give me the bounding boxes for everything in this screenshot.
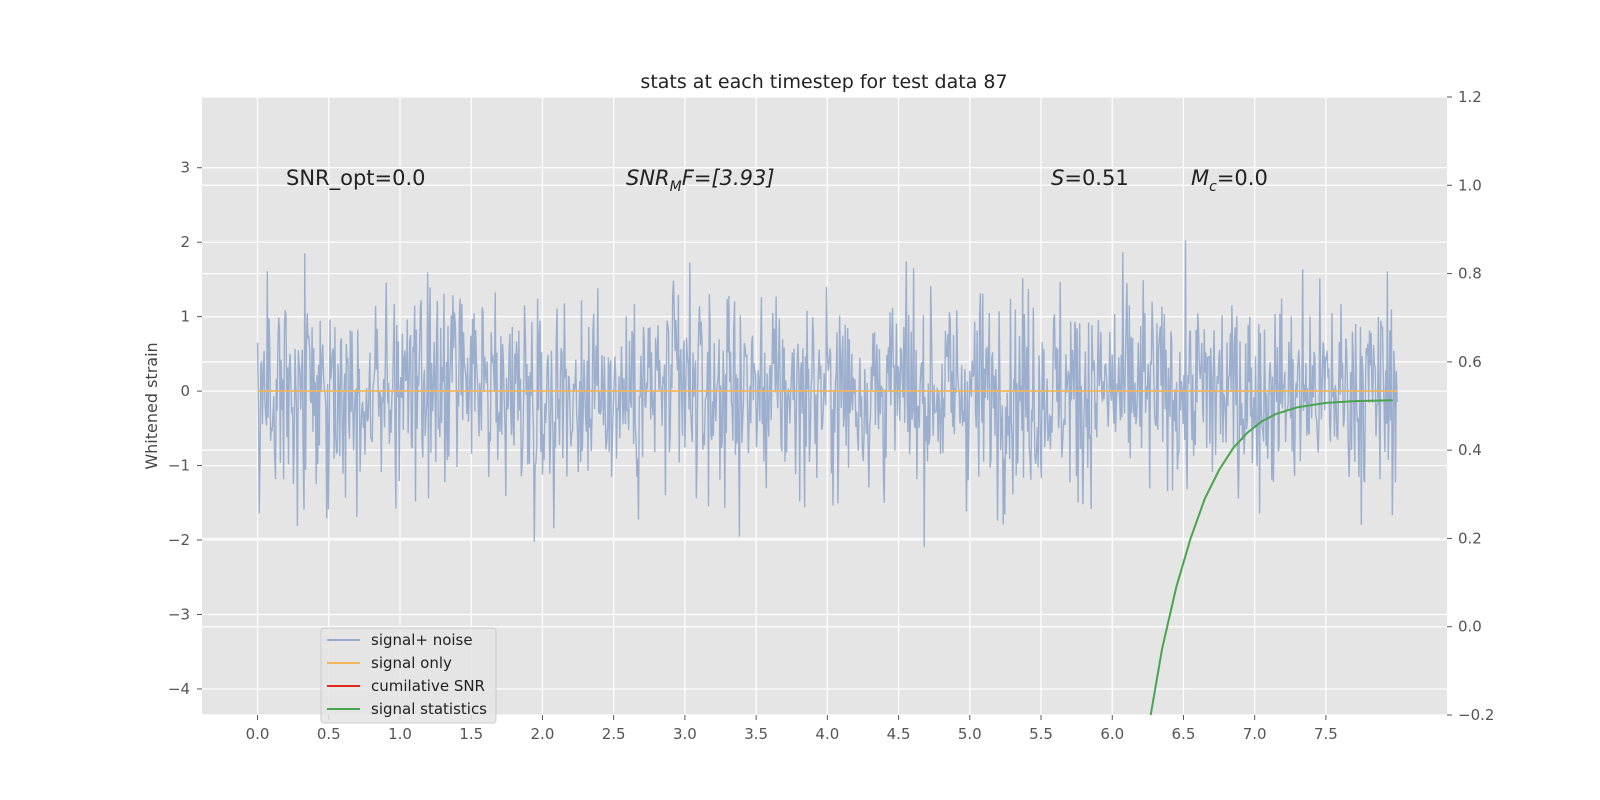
x-tick-label: 1.5 [459,725,483,743]
x-tick-label: 0.5 [317,725,341,743]
legend-label-signal-statistics: signal statistics [371,700,487,718]
y-tick-label: −1 [168,457,190,475]
x-tick-label: 3.0 [673,725,697,743]
x-tick-label: 5.5 [1029,725,1053,743]
legend: signal+ noise signal only cumilative SNR… [320,627,497,724]
chart-title: stats at each timestep for test data 87 [640,71,1007,93]
legend-label-signal-noise: signal+ noise [371,631,473,649]
legend-label-cumulative-snr: cumilative SNR [371,677,485,695]
x-tick-label: 6.5 [1172,725,1196,743]
y-tick-label: 3 [180,159,190,177]
legend-label-signal-only: signal only [371,654,452,672]
x-tick-label: 7.0 [1243,725,1267,743]
x-tick-label: 5.0 [958,725,982,743]
x-tick-label: 3.5 [744,725,768,743]
y2-tick-label: 0.8 [1458,265,1482,283]
y2-tick-label: 0.2 [1458,529,1482,547]
y2-tick-label: 0.6 [1458,353,1482,371]
signal-noise-series [256,240,1398,548]
annotations: SNR_opt=0.0 SNRMF=[3.93] S=0.51 Mc=0.0 [286,166,1268,195]
legend-box [320,627,497,724]
x-tick-label: 2.0 [531,725,555,743]
y-tick-label: 1 [180,308,190,326]
y-tick-label: 0 [180,382,190,400]
x-tick-label: 7.5 [1314,725,1338,743]
snr-opt-annotation: SNR_opt=0.0 [286,166,426,191]
series-layer [257,390,1398,716]
x-tick-label: 0.0 [246,725,270,743]
ticks: 0.0 0.5 1.0 1.5 2.0 2.5 3.0 3.5 4.0 4.5 5.0 5.5 6.0 6… [168,88,1495,743]
y2-tick-label: 0.4 [1458,441,1482,459]
y2-tick-label: 0.0 [1458,618,1482,636]
x-tick-label: 1.0 [388,725,412,743]
x-tick-label: 4.0 [815,725,839,743]
x-tick-label: 6.0 [1100,725,1124,743]
x-tick-label: 4.5 [887,725,911,743]
y-axis-label: Whitened strain [142,342,161,469]
y2-tick-label: −0.2 [1458,706,1494,724]
y-tick-label: −3 [168,605,190,623]
signal-noise-line [256,240,1398,548]
y2-tick-label: 1.0 [1458,176,1482,194]
y-tick-label: −2 [168,531,190,549]
y-tick-label: 2 [180,233,190,251]
signal-statistics-line [1149,399,1393,716]
x-tick-label: 2.5 [602,725,626,743]
y-tick-label: −4 [168,680,190,698]
mc-annotation: Mc=0.0 [1191,166,1268,195]
y2-tick-label: 1.2 [1458,88,1482,106]
snr-mf-annotation: SNRMF=[3.93] [626,166,775,195]
s-stat-annotation: S=0.51 [1051,166,1129,190]
